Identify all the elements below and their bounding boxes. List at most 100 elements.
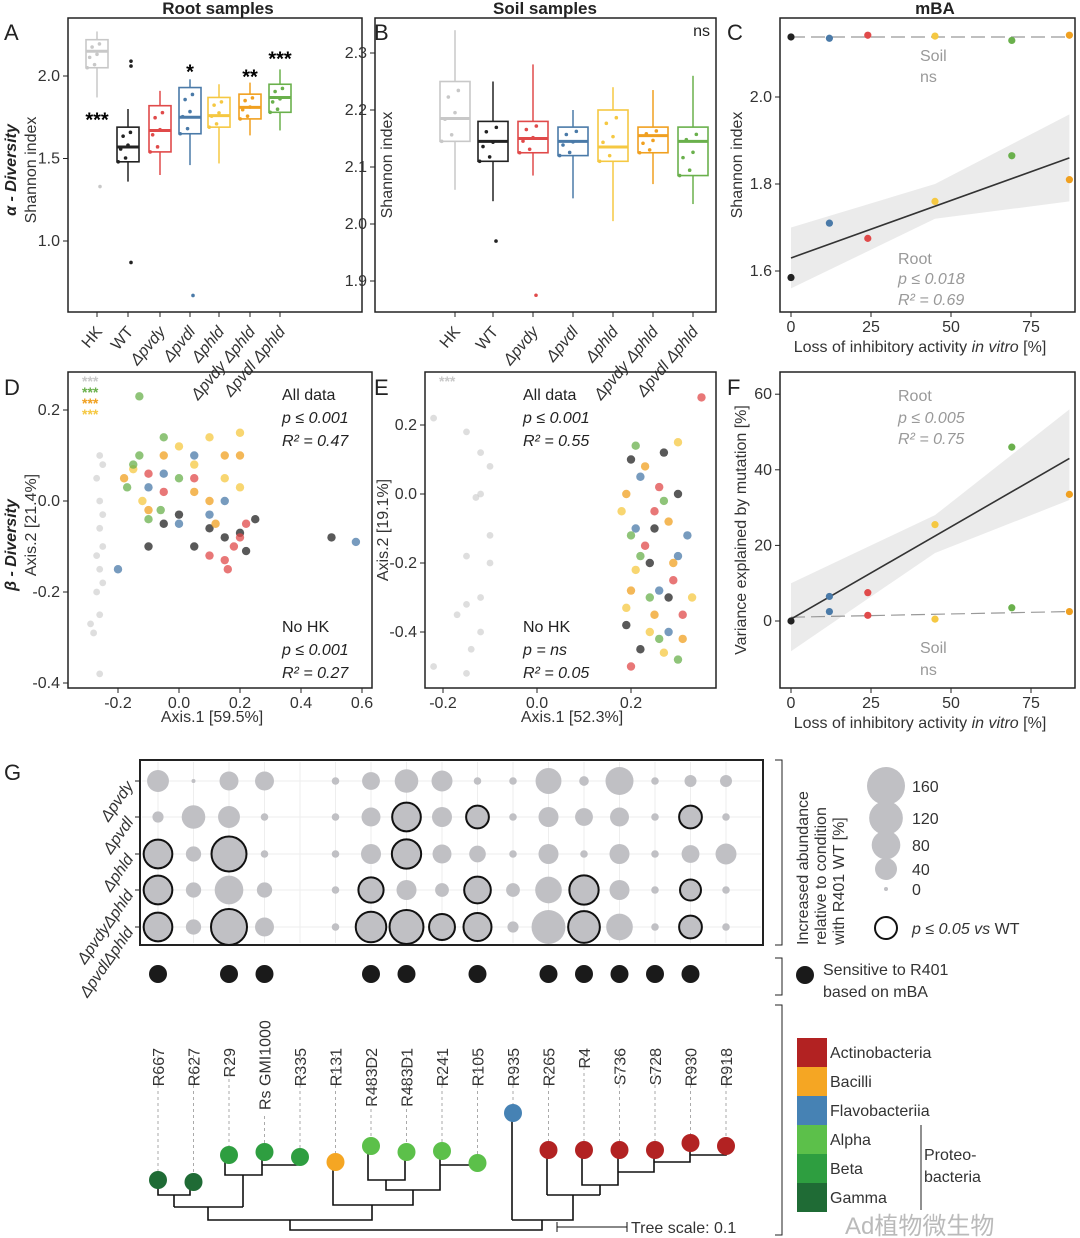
- strain-label: R930: [684, 1048, 701, 1086]
- e-xlabel: Axis.1 [52.3%]: [521, 709, 623, 726]
- sample-point: [601, 140, 605, 145]
- pcoa-point-pvdyphld: [640, 462, 650, 471]
- box-pvdl: [178, 79, 202, 166]
- sample-point: [456, 88, 461, 93]
- pcoa-point-pvdl: [664, 627, 673, 637]
- sample-point: [153, 115, 157, 120]
- pcoa-point-phld: [659, 648, 669, 657]
- pcoa-point-WT: [241, 546, 251, 556]
- x-tick-label: 0.0: [526, 695, 548, 712]
- pcoa-point-pvdl: [655, 586, 664, 595]
- legend-bracket: [775, 759, 783, 946]
- root-label: Root: [898, 251, 932, 268]
- data-point-pvdl: [825, 219, 834, 227]
- pcoa-point-pvdyphld: [669, 558, 678, 568]
- sample-point: [116, 160, 121, 164]
- plot-frame-d: [67, 371, 373, 689]
- pcoa-point-HK: [99, 511, 107, 519]
- pcoa-point-pvdlphld: [673, 655, 683, 664]
- y-tick-label: 0.0: [395, 486, 417, 503]
- sample-point: [95, 52, 99, 57]
- bubble: [331, 813, 340, 821]
- sample-point: [564, 132, 569, 137]
- size-legend-bubble: [867, 767, 905, 805]
- pcoa-point-pvdlphld: [626, 531, 636, 540]
- panel-letter-e: E: [374, 375, 389, 400]
- bubble: [469, 845, 486, 863]
- y-tick-label: 40: [754, 462, 772, 479]
- sample-point: [651, 138, 655, 143]
- sensitive-dot: [149, 965, 167, 983]
- bubble: [185, 882, 202, 898]
- sample-point: [183, 97, 187, 102]
- sample-point: [647, 148, 652, 152]
- tree-tip-actinobacteria: [646, 1141, 664, 1159]
- data-point-pvdl: [825, 34, 834, 42]
- pcoa-point-pvdl: [190, 451, 199, 460]
- all-data-p: p ≤ 0.001: [281, 410, 349, 427]
- bubble-significant: [678, 914, 703, 940]
- pcoa-point-pvdl: [683, 531, 692, 540]
- x-category-label: Δpvdl: [543, 323, 583, 366]
- pcoa-point-phld: [645, 627, 654, 637]
- data-point-phld: [931, 615, 939, 623]
- pcoa-point-pvdy: [223, 565, 232, 574]
- c-ylabel: Shannon index: [729, 112, 746, 219]
- bubble: [152, 811, 164, 823]
- sample-point: [280, 86, 285, 91]
- bubble-significant: [391, 801, 422, 833]
- pcoa-point-phld: [190, 460, 199, 469]
- pcoa-point-WT: [673, 489, 683, 499]
- sample-point: [240, 107, 245, 112]
- size-legend-value: 160: [912, 779, 939, 796]
- sample-point: [654, 129, 659, 133]
- pcoa-point-WT: [190, 542, 199, 551]
- tree-tip-beta: [255, 1143, 274, 1161]
- y-tick-label: -0.2: [389, 555, 417, 572]
- box-WT: [477, 81, 509, 202]
- tree-tip-gamma: [184, 1173, 203, 1191]
- bubble: [509, 813, 517, 821]
- pcoa-point-phld: [622, 603, 631, 613]
- title-root: Root samples: [162, 0, 273, 18]
- taxa-swatch-beta: [797, 1154, 827, 1183]
- sample-point: [534, 124, 539, 128]
- box-pvdyphld: [637, 90, 669, 185]
- plot-frame-a: [67, 17, 363, 313]
- sample-point: [677, 173, 682, 178]
- pcoa-point-HK: [486, 532, 494, 539]
- x-tick-label: -0.2: [429, 695, 457, 712]
- sample-point: [155, 145, 160, 149]
- y-tick-label: 1.9: [345, 273, 367, 290]
- data-point-pvdy: [864, 31, 872, 39]
- size-legend-title: with R401 WT [%]: [831, 817, 848, 946]
- pcoa-point-HK: [96, 524, 104, 532]
- data-point-pvdyphld: [1065, 31, 1073, 39]
- bubble: [331, 777, 340, 785]
- pcoa-point-pvdy: [626, 662, 636, 671]
- root-p: p ≤ 0.018: [897, 271, 965, 288]
- bubble: [256, 882, 273, 898]
- significance-label: ***: [268, 49, 292, 71]
- pcoa-point-HK: [467, 645, 475, 653]
- pcoa-point-pvdlphld: [135, 451, 144, 460]
- all-data-r2: R² = 0.47: [282, 433, 349, 450]
- root-fit-line: [790, 457, 1070, 620]
- pcoa-point-HK: [486, 559, 494, 567]
- sample-point: [123, 156, 128, 160]
- sample-point: [439, 139, 444, 144]
- sample-point: [180, 114, 185, 119]
- size-legend-bubble: [884, 887, 888, 891]
- data-point-WT: [787, 33, 795, 41]
- sample-point: [250, 96, 255, 100]
- sample-point: [491, 140, 495, 144]
- tree-tip-flavobacteriia: [504, 1104, 522, 1122]
- pcoa-point-HK: [96, 497, 104, 505]
- size-legend-title: relative to condition: [813, 807, 830, 945]
- y-tick-label: 20: [754, 537, 772, 554]
- panel-letter-d: D: [4, 375, 20, 400]
- x-tick-label: -0.2: [104, 695, 132, 712]
- sample-point: [517, 150, 522, 155]
- sample-point: [561, 143, 565, 147]
- bubble: [506, 883, 520, 897]
